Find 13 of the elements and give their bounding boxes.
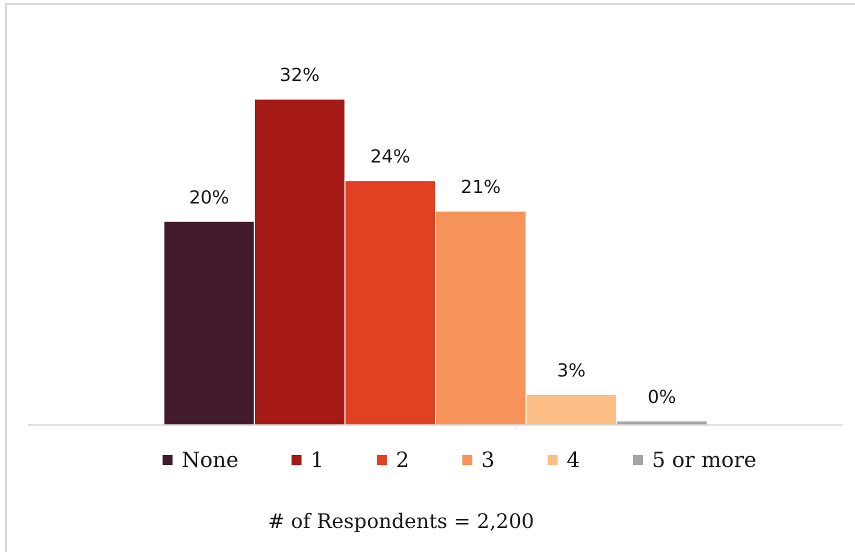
legend-label: 2 [396, 448, 410, 472]
data-label: 21% [460, 177, 501, 198]
data-label: 24% [370, 146, 410, 168]
legend-label: None [182, 448, 239, 472]
legend-label: 4 [566, 448, 580, 472]
data-label: 32% [280, 65, 320, 86]
data-label: 3% [557, 360, 586, 382]
data-label: 20% [189, 187, 230, 208]
legend-label: 1 [310, 448, 324, 472]
legend-label: 5 or more [652, 448, 756, 472]
text: # of Respondents = 2,200 [268, 509, 534, 533]
legend-label: 3 [481, 448, 495, 472]
data-label: 0% [648, 386, 676, 408]
